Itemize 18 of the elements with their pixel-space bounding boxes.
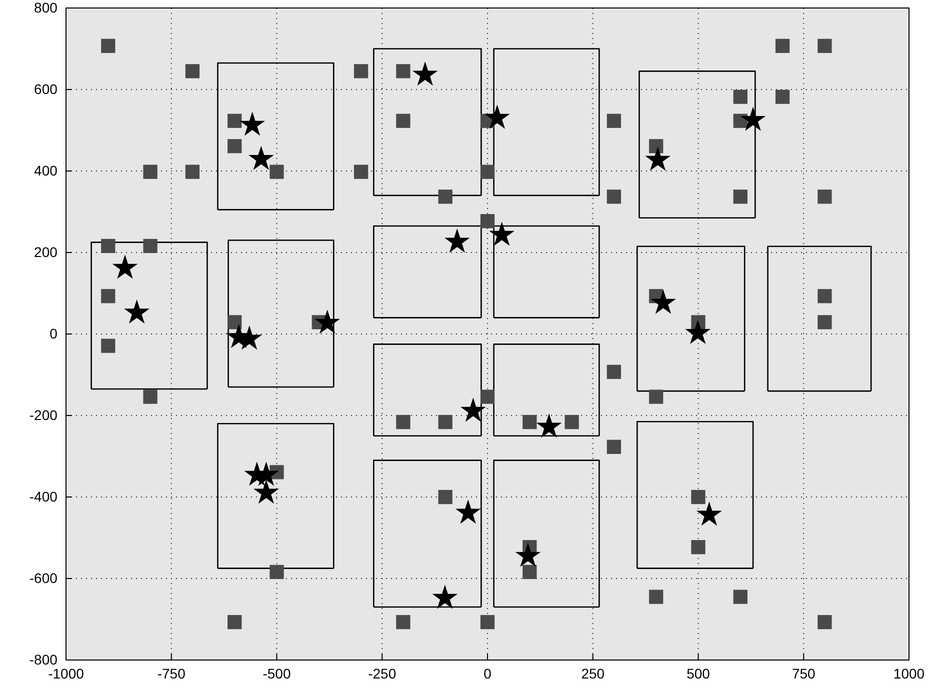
x-tick-label: -1000 bbox=[48, 665, 84, 682]
x-tick-label: -500 bbox=[262, 665, 291, 682]
y-tick-label: 200 bbox=[34, 244, 58, 260]
y-tick-label: 400 bbox=[34, 162, 58, 178]
y-tick-label: -800 bbox=[29, 651, 58, 668]
x-tick-label: 250 bbox=[581, 665, 605, 682]
x-tick-label: 1000 bbox=[893, 665, 925, 682]
x-tick-label: 0 bbox=[484, 665, 492, 682]
y-tick-label: -400 bbox=[29, 488, 58, 504]
x-tick-label: 500 bbox=[686, 665, 710, 682]
y-tick-label: -200 bbox=[29, 406, 58, 423]
x-tick-label: -750 bbox=[157, 665, 186, 682]
y-tick-label: 800 bbox=[34, 0, 58, 16]
x-tick-label: -250 bbox=[368, 665, 396, 682]
y-tick-label: 0 bbox=[50, 325, 58, 342]
x-tick-label: 750 bbox=[792, 665, 816, 682]
y-tick-label: -600 bbox=[29, 570, 58, 586]
y-tick-label: 600 bbox=[34, 80, 58, 97]
